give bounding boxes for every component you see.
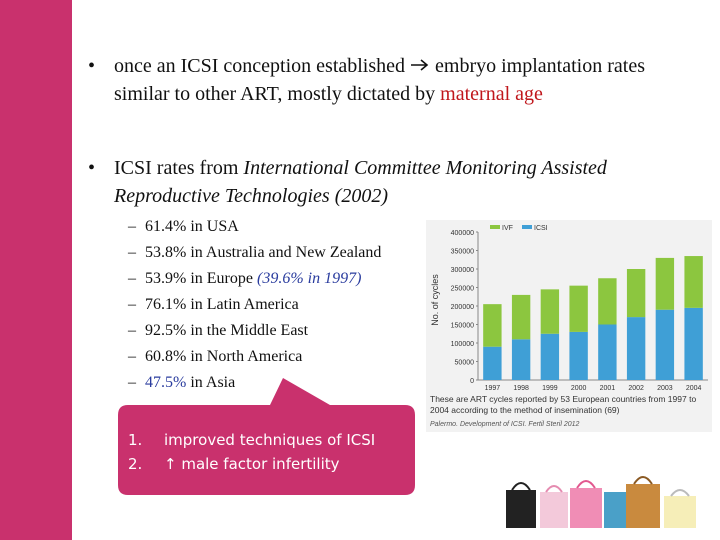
bar-segment	[511, 294, 531, 340]
bullet-text: once an ICSI conception established	[114, 55, 406, 77]
arrow-icon	[411, 59, 429, 71]
x-tick-label: 2001	[600, 385, 616, 392]
item-text: 53.8% in Australia and New Zealand	[145, 244, 382, 261]
bar-segment	[511, 339, 531, 380]
highlight: maternal age	[440, 83, 543, 105]
item-text: 92.5% in the Middle East	[145, 322, 309, 339]
bar-segment	[684, 256, 703, 308]
y-tick-label: 250000	[451, 286, 474, 293]
callout-list: improved techniques of ICSI ↑ male facto…	[128, 428, 375, 476]
bullet-text: ICSI rates from	[114, 157, 239, 179]
side-strip	[0, 0, 72, 540]
callout-item: ↑ male factor infertility	[128, 452, 375, 476]
bar-segment	[684, 307, 703, 380]
y-tick-label: 350000	[451, 249, 474, 256]
y-tick-label: 150000	[451, 323, 474, 330]
caption: These are ART cycles reported by 53 Euro…	[430, 394, 697, 415]
x-tick-label: 2002	[628, 385, 644, 392]
callout-text: improved techniques of ICSI	[164, 431, 376, 449]
item-text: 60.8% in North America	[145, 348, 303, 365]
bar-segment	[655, 257, 675, 310]
bar-segment	[569, 331, 588, 380]
bar-segment	[655, 309, 675, 380]
bar-segment	[598, 324, 617, 380]
legend-label: IVF	[502, 225, 513, 232]
y-axis-label: No. of cycles	[430, 274, 440, 326]
bar-segment	[483, 346, 502, 380]
y-tick-label: 100000	[451, 341, 474, 348]
legend-swatch	[490, 225, 500, 229]
item-note: (39.6% in 1997)	[256, 270, 362, 287]
source: Palermo. Development of ICSI. Fertil Ste…	[430, 421, 580, 428]
bar-segment	[626, 269, 646, 318]
x-tick-label: 1998	[513, 385, 529, 392]
sub-item: 61.4% in USA	[128, 214, 381, 240]
x-tick-label: 1999	[542, 385, 558, 392]
italic-text: International Committee Monitoring Assis…	[114, 157, 607, 207]
bar-segment	[626, 317, 646, 380]
sub-item: 92.5% in the Middle East	[128, 318, 381, 344]
sub-item: 76.1% in Latin America	[128, 292, 381, 318]
sub-item: 53.9% in Europe (39.6% in 1997)	[128, 266, 381, 292]
legend-label: ICSI	[534, 225, 548, 232]
x-tick-label: 1997	[485, 385, 501, 392]
bar-segment	[598, 278, 617, 325]
y-tick-label: 400000	[451, 230, 474, 237]
callout-item: improved techniques of ICSI	[128, 428, 375, 452]
bar-segment	[540, 333, 560, 380]
item-text: 61.4% in USA	[145, 218, 239, 235]
bullet-text: embryo implantation rates similar to oth…	[114, 55, 645, 105]
bar-segment	[540, 289, 560, 334]
item-text: 76.1% in Latin America	[145, 296, 299, 313]
x-tick-label: 2004	[686, 385, 702, 392]
sub-list: 61.4% in USA 53.8% in Australia and New …	[128, 214, 381, 396]
caption-box: These are ART cycles reported by 53 Euro…	[430, 394, 697, 415]
bar-segment	[483, 304, 502, 347]
item-text: 53.9% in Europe	[145, 270, 253, 287]
x-tick-label: 2003	[657, 385, 673, 392]
legend-swatch	[522, 225, 532, 229]
bags-icon	[506, 476, 696, 528]
figure: No. of cycles These are ART cycles repor…	[426, 220, 712, 432]
y-tick-label: 0	[470, 378, 474, 385]
y-tick-label: 50000	[455, 360, 475, 367]
highlight: 47.5%	[145, 374, 187, 391]
sub-item: 60.8% in North America	[128, 344, 381, 370]
item-text: in Asia	[190, 374, 236, 391]
bar-segment	[569, 285, 588, 332]
y-tick-label: 300000	[451, 267, 474, 274]
sub-item: 47.5% in Asia	[128, 370, 381, 396]
x-tick-label: 2000	[571, 385, 587, 392]
callout-text: ↑ male factor infertility	[164, 455, 340, 473]
sub-item: 53.8% in Australia and New Zealand	[128, 240, 381, 266]
y-tick-label: 200000	[451, 304, 474, 311]
